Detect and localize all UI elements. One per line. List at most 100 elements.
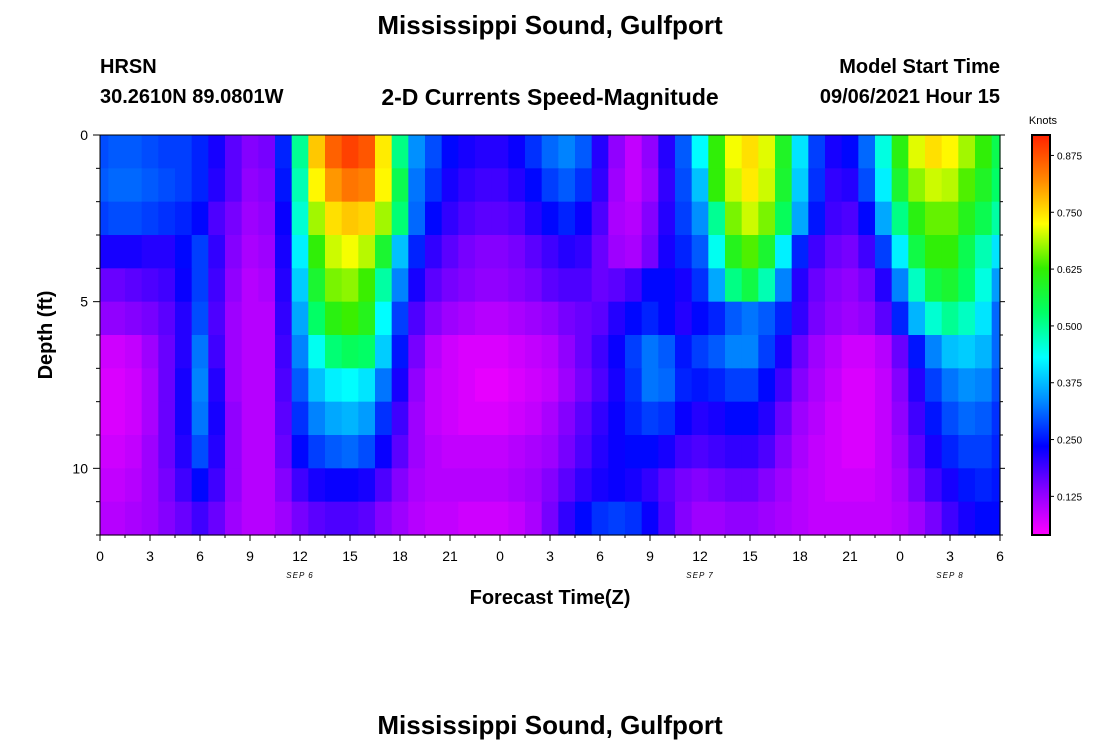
heatmap-cell — [941, 135, 959, 169]
heatmap-cell — [958, 401, 976, 436]
heatmap-cell — [625, 468, 643, 503]
heatmap-cell — [158, 501, 176, 536]
heatmap-cell — [341, 401, 359, 436]
heatmap-cell — [458, 435, 476, 469]
heatmap-cell — [741, 301, 759, 336]
heatmap-cell — [291, 335, 309, 369]
heatmap-cell — [625, 235, 643, 269]
heatmap-cell — [991, 301, 1001, 336]
heatmap-cell — [475, 335, 493, 369]
heatmap-cell — [741, 168, 759, 203]
heatmap-cell — [958, 235, 976, 269]
heatmap-cell — [758, 501, 776, 536]
heatmap-cell — [558, 335, 576, 369]
heatmap-cell — [225, 235, 243, 269]
heatmap-cell — [100, 301, 109, 336]
heatmap-cell — [358, 301, 376, 336]
heatmap-cell — [591, 168, 609, 203]
heatmap-cell — [141, 301, 159, 336]
heatmap-cell — [675, 468, 693, 503]
heatmap-cell — [158, 335, 176, 369]
heatmap-cell — [108, 401, 126, 436]
heatmap-cell — [408, 368, 426, 403]
heatmap-cell — [425, 235, 443, 269]
heatmap-cell — [941, 501, 959, 536]
heatmap-cell — [441, 401, 459, 436]
heatmap-cell — [941, 301, 959, 336]
x-tick-label: 6 — [996, 548, 1004, 564]
heatmap-cell — [741, 235, 759, 269]
heatmap-cell — [475, 268, 493, 303]
heatmap-cell — [791, 135, 809, 169]
heatmap-cell — [258, 135, 276, 169]
heatmap-cell — [291, 435, 309, 469]
heatmap-cell — [708, 435, 726, 469]
heatmap-cell — [541, 468, 559, 503]
heatmap-cell — [475, 135, 493, 169]
heatmap-cell — [591, 335, 609, 369]
heatmap-cell — [825, 201, 843, 236]
heatmap-cell — [908, 368, 926, 403]
heatmap-cell — [625, 168, 643, 203]
heatmap-cell — [958, 135, 976, 169]
heatmap-cell — [241, 335, 259, 369]
heatmap-cell — [708, 301, 726, 336]
heatmap-cell — [691, 468, 709, 503]
heatmap-cell — [691, 201, 709, 236]
heatmap-cell — [175, 135, 193, 169]
heatmap-cell — [808, 368, 826, 403]
heatmap-cell — [608, 235, 626, 269]
heatmap-cell — [175, 435, 193, 469]
heatmap-cell — [941, 201, 959, 236]
heatmap-cell — [108, 335, 126, 369]
heatmap-cell — [791, 168, 809, 203]
heatmap-cell — [191, 335, 209, 369]
heatmap-cell — [741, 501, 759, 536]
heatmap-cell — [100, 268, 109, 303]
heatmap-cell — [541, 135, 559, 169]
heatmap-cell — [258, 235, 276, 269]
heatmap-cell — [391, 235, 409, 269]
heatmap-cell — [758, 435, 776, 469]
heatmap-cell — [375, 401, 393, 436]
heatmap-cell — [641, 335, 659, 369]
heatmap-cell — [841, 335, 859, 369]
heatmap-cell — [641, 468, 659, 503]
heatmap-cell — [375, 501, 393, 536]
heatmap-cell — [841, 301, 859, 336]
heatmap-cell — [291, 268, 309, 303]
heatmap-cell — [791, 435, 809, 469]
heatmap-cell — [225, 268, 243, 303]
heatmap-cell — [625, 501, 643, 536]
heatmap-cell — [108, 501, 126, 536]
heatmap-cell — [958, 335, 976, 369]
heatmap-cell — [725, 235, 743, 269]
heatmap-cell — [225, 135, 243, 169]
heatmap-cell — [141, 501, 159, 536]
heatmap-cell — [975, 435, 993, 469]
heatmap-cell — [425, 368, 443, 403]
heatmap-cell — [241, 235, 259, 269]
heatmap-cell — [758, 135, 776, 169]
heatmap-cell — [875, 201, 893, 236]
heatmap-cell — [858, 401, 876, 436]
heatmap-cell — [291, 368, 309, 403]
heatmap-cell — [525, 235, 543, 269]
heatmap-cell — [291, 201, 309, 236]
heatmap-cell — [358, 468, 376, 503]
heatmap-cell — [158, 435, 176, 469]
heatmap-cell — [191, 435, 209, 469]
heatmap-cell — [591, 201, 609, 236]
heatmap-cell — [791, 201, 809, 236]
heatmap-cell — [341, 368, 359, 403]
heatmap-cell — [725, 268, 743, 303]
heatmap-cell — [658, 168, 676, 203]
heatmap-cell — [391, 201, 409, 236]
heatmap-cell — [441, 301, 459, 336]
heatmap-cell — [858, 268, 876, 303]
heatmap-cell — [158, 401, 176, 436]
x-axis-title: Forecast Time(Z) — [470, 587, 631, 609]
heatmap-cell — [808, 135, 826, 169]
heatmap-cell — [741, 368, 759, 403]
heatmap-cell — [491, 401, 509, 436]
